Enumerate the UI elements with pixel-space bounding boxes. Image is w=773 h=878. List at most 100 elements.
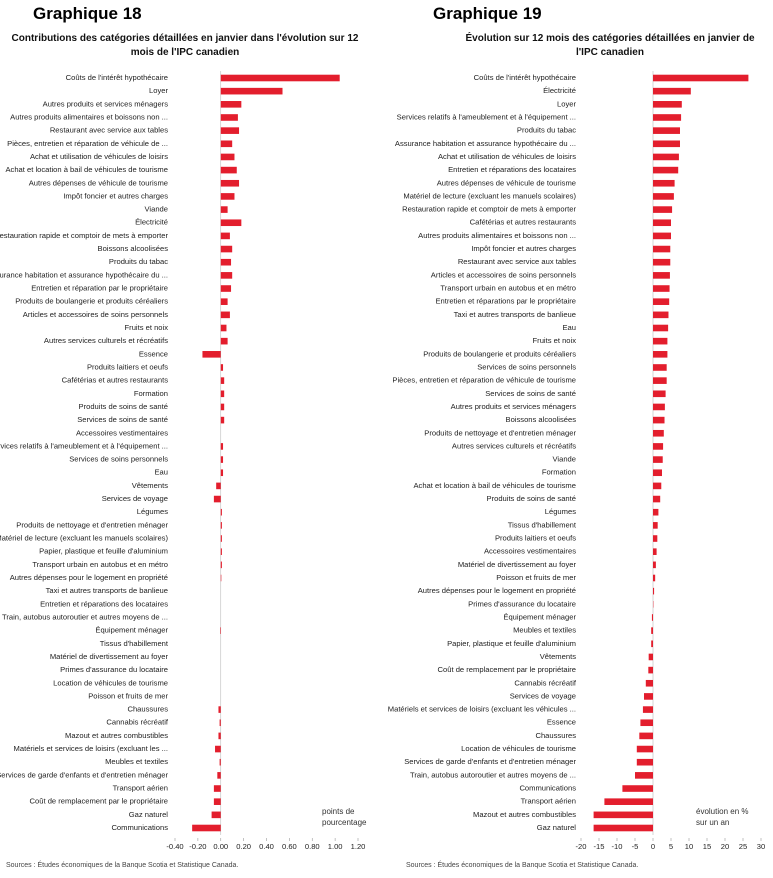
source-note: Sources : Études économiques de la Banqu… <box>406 862 639 869</box>
category-label: Formation <box>134 389 168 398</box>
category-label: Taxi et autres transports de banlieue <box>46 586 168 595</box>
x-tick-label: -5 <box>632 842 639 851</box>
bar <box>648 653 653 661</box>
category-label: Électricité <box>135 218 168 227</box>
bar <box>220 377 225 384</box>
bar <box>651 614 653 621</box>
category-label: Services de voyage <box>102 494 168 503</box>
category-label: Autres produits et services ménagers <box>43 99 169 108</box>
bar <box>653 258 671 266</box>
bar <box>648 666 653 674</box>
bar <box>653 324 669 332</box>
category-label: Primes d'assurance du locataire <box>468 599 576 608</box>
category-label: Transport aérien <box>521 797 576 806</box>
category-label: Matériel de divertissement au foyer <box>50 652 169 661</box>
bar <box>653 127 680 134</box>
bar <box>653 508 659 516</box>
bar <box>593 811 653 819</box>
category-label: Matériel de divertissement au foyer <box>458 560 577 569</box>
bar <box>653 232 671 240</box>
bar <box>220 416 225 424</box>
bar <box>653 74 749 82</box>
chart-title: Contributions des catégories détaillées … <box>11 33 359 58</box>
category-label: Loyer <box>557 99 576 108</box>
bar <box>220 219 242 227</box>
chart-heading: Graphique 18 <box>33 4 142 23</box>
bar <box>639 732 653 740</box>
bar <box>622 785 653 792</box>
category-label: Tissus d'habillement <box>100 639 169 648</box>
category-label: Accessoires vestimentaires <box>76 428 168 437</box>
x-tick-label: 0.40 <box>259 842 274 851</box>
bar <box>635 772 653 779</box>
bar <box>220 101 242 108</box>
category-label: Papier, plastique et feuille d'aluminium <box>39 547 168 556</box>
bar <box>220 114 238 121</box>
category-label: Services de soins personnels <box>477 362 576 371</box>
category-label: Mazout et autres combustibles <box>65 731 168 740</box>
bar <box>653 377 667 384</box>
category-label: Produits de nettoyage et d'entretien mén… <box>424 428 576 437</box>
category-label: Autres produits alimentaires et boissons… <box>10 112 168 121</box>
category-label: Poisson et fruits de mer <box>496 573 576 582</box>
x-tick-label: 0.00 <box>213 842 228 851</box>
bar <box>220 232 230 240</box>
category-label: Coût de remplacement par le propriétaire <box>30 797 168 806</box>
bar <box>220 508 222 516</box>
category-label: Matériels et services de loisirs (exclua… <box>388 705 576 714</box>
category-label: Assurance habitation et assurance hypoth… <box>0 270 168 279</box>
category-label: Pièces, entretien et réparation de véhic… <box>392 376 576 385</box>
category-label: Location de véhicules de tourisme <box>461 744 576 753</box>
x-tick-label: 0 <box>651 842 655 851</box>
bar <box>653 482 662 490</box>
category-label: Gaz naturel <box>537 823 577 832</box>
x-tick-label: 20 <box>721 842 729 851</box>
category-label: Électricité <box>543 86 576 95</box>
bar <box>653 101 682 108</box>
category-label: Transport urbain en autobus et en métro <box>32 560 168 569</box>
bar <box>213 785 221 792</box>
bar <box>653 337 668 345</box>
category-label: Matériel de lecture (excluant les manuel… <box>403 191 576 200</box>
bar <box>653 153 679 161</box>
bar <box>644 693 653 700</box>
category-label: Équipement ménager <box>503 612 576 621</box>
category-label: Impôt foncier et autres charges <box>63 191 168 200</box>
category-label: Impôt foncier et autres charges <box>471 244 576 253</box>
bar <box>220 285 232 292</box>
category-label: Produits laitiers et oeufs <box>87 362 168 371</box>
bar <box>220 390 225 398</box>
bar <box>653 272 670 279</box>
bar <box>642 706 653 713</box>
bar <box>192 824 221 832</box>
bar <box>653 522 658 529</box>
category-label: Train, autobus autoroutier et autres moy… <box>2 612 168 621</box>
bar <box>217 772 221 779</box>
category-label: Cannabis récréatif <box>106 718 169 727</box>
bar <box>653 574 656 582</box>
bar <box>220 272 233 279</box>
x-tick-label: -0.20 <box>189 842 206 851</box>
category-label: Cannabis récréatif <box>514 678 577 687</box>
category-label: Primes d'assurance du locataire <box>60 665 168 674</box>
bar <box>219 719 221 727</box>
category-label: Services relatifs à l'ameublement et à l… <box>397 112 576 121</box>
bar <box>220 87 283 95</box>
x-tick-label: 1.00 <box>328 842 343 851</box>
category-label: Autres dépenses de véhicule de tourisme <box>437 178 576 187</box>
bar <box>213 798 221 805</box>
bar <box>220 403 225 411</box>
x-tick-label: 0.20 <box>236 842 251 851</box>
category-label: Équipement ménager <box>95 626 168 635</box>
category-label: Produits de soins de santé <box>79 402 169 411</box>
category-label: Produits du tabac <box>517 126 576 135</box>
category-label: Produits de nettoyage et d'entretien mén… <box>16 520 168 529</box>
category-label: Eau <box>562 323 576 332</box>
bar <box>220 311 230 319</box>
bar <box>593 824 653 832</box>
category-label: Poisson et fruits de mer <box>88 691 168 700</box>
bar <box>636 758 653 766</box>
category-label: Essence <box>139 349 168 358</box>
